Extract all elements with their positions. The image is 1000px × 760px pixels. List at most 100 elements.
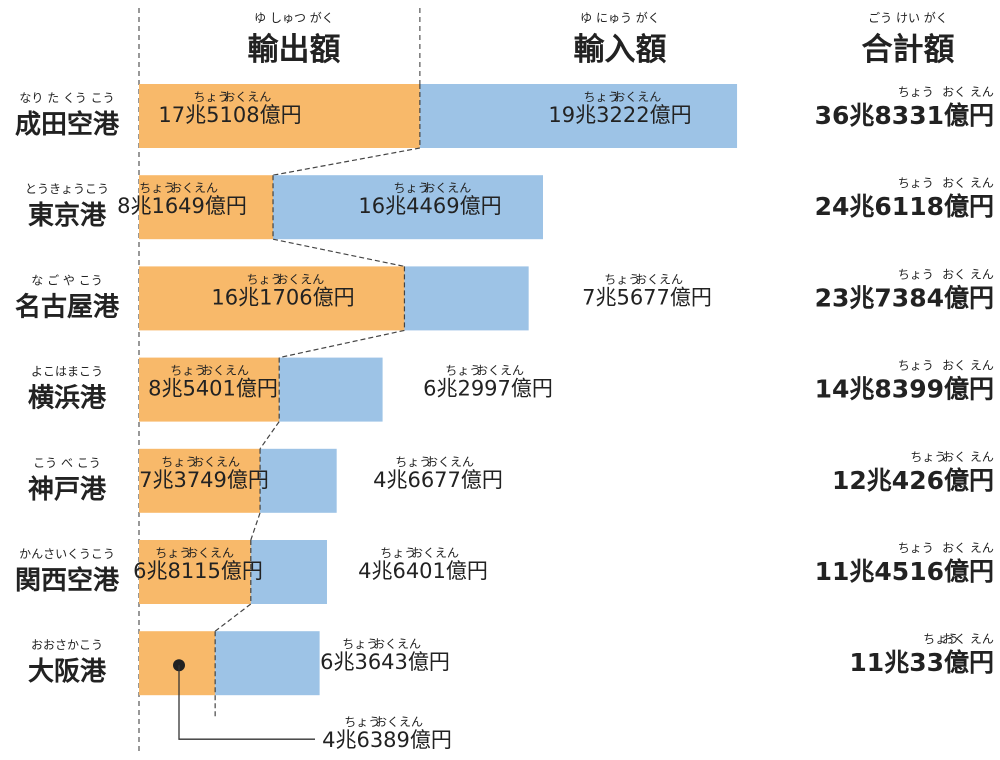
port-name: 名古屋港 (15, 291, 120, 322)
export-value-label-ruby-cho: ちょう (344, 715, 380, 729)
import-value-label: 4兆6401億円 (358, 559, 488, 583)
import-value-label-ruby-cho: ちょう (583, 90, 619, 104)
import-value-label: 19兆3222億円 (548, 103, 691, 127)
export-value-label-ruby-oku: おくえん (186, 546, 234, 560)
import-bar (250, 540, 327, 604)
export-value-label-ruby-oku: おくえん (375, 715, 423, 729)
export-value-label-ruby-cho: ちょう (161, 455, 197, 469)
total-header: 合計額 (862, 32, 955, 68)
import-value-label: 6兆3643億円 (320, 650, 450, 674)
connector-line (259, 421, 280, 450)
export-value-label-ruby-cho: ちょう (170, 364, 206, 378)
total-value: 36兆8331億円 (815, 101, 994, 130)
port-name: 成田空港 (15, 109, 120, 140)
port-name: 関西空港 (15, 565, 120, 596)
export-bar (139, 84, 420, 148)
port-ruby: とうきょうこう (25, 182, 109, 196)
connector-line (250, 512, 261, 541)
import-bar (419, 84, 738, 148)
connector-line (272, 147, 420, 176)
connector-line (279, 329, 405, 359)
import-value-label-ruby-cho: ちょう (445, 364, 481, 378)
total-ruby-cho: ちょう (898, 541, 934, 555)
import-bar (404, 266, 529, 331)
total-value: 14兆8399億円 (815, 375, 994, 404)
export-value-label: 16兆1706億円 (211, 285, 354, 309)
export-header-ruby: ゆ しゅつ がく (254, 10, 334, 25)
export-bar (139, 175, 274, 240)
port-ruby: こう べ こう (33, 456, 101, 470)
port-name: 大阪港 (28, 657, 107, 687)
total-ruby-oku: おく えん (942, 359, 994, 373)
import-value-label: 4兆6677億円 (373, 468, 503, 492)
import-header-ruby: ゆ にゅう がく (580, 10, 660, 25)
import-value-label-ruby-cho: ちょう (395, 455, 431, 469)
total-ruby-cho: ちょう (910, 450, 946, 464)
import-value-label-ruby-oku: おくえん (373, 637, 421, 651)
port-name: 横浜港 (28, 384, 107, 414)
port-ruby: な ご や こう (31, 272, 102, 287)
export-value-label-ruby-cho: ちょう (246, 272, 282, 286)
import-value-label-ruby-oku: おくえん (411, 546, 459, 560)
import-value-label-ruby-oku: おくえん (635, 272, 683, 286)
total-ruby-cho: ちょう (898, 85, 934, 99)
export-bar (139, 266, 405, 331)
total-value: 23兆7384億円 (815, 283, 994, 312)
import-value-label: 7兆5677億円 (582, 285, 712, 309)
total-ruby-cho: ちょう (898, 176, 934, 190)
import-value-label: 16兆4469億円 (358, 194, 501, 218)
connector-line (214, 603, 252, 632)
leader-line (178, 665, 315, 740)
export-value-label-ruby-oku: おくえん (201, 364, 249, 378)
export-value-label-ruby-oku: おくえん (170, 181, 218, 195)
total-value: 24兆6118億円 (815, 192, 994, 221)
total-ruby-oku: おく えん (942, 267, 994, 281)
export-value-label-ruby-oku: おくえん (276, 272, 324, 286)
import-bar (215, 631, 320, 696)
import-value-label-ruby-cho: ちょう (604, 272, 640, 286)
import-value-label-ruby-oku: おくえん (426, 455, 474, 469)
export-header: 輸出額 (248, 32, 341, 68)
import-value-label-ruby-cho: ちょう (342, 637, 378, 651)
chart-rows: なり た くう こう成田空港ちょうおくえん17兆5108億円ちょうおくえん19兆… (15, 84, 994, 752)
export-value-label: 4兆6389億円 (322, 728, 452, 752)
export-bar (139, 540, 251, 604)
export-value-label-ruby-cho: ちょう (139, 181, 175, 195)
total-ruby-cho: ちょう (898, 267, 934, 281)
export-value-label: 6兆8115億円 (133, 559, 263, 583)
total-header-ruby: ごう けい がく (868, 10, 948, 25)
export-value-label: 17兆5108億円 (158, 103, 301, 127)
import-value-label: 6兆2997億円 (423, 377, 553, 401)
connector-line (272, 238, 405, 267)
total-value: 11兆4516億円 (815, 557, 994, 586)
total-ruby-oku: おく えん (942, 450, 994, 464)
import-value-label-ruby-cho: ちょう (380, 546, 416, 560)
export-value-label: 8兆5401億円 (148, 377, 278, 401)
row-3: な ご や こう名古屋港ちょうおくえん16兆1706億円ちょうおくえん7兆567… (15, 266, 994, 359)
row-7: おおさかこう大阪港ちょうおくえん4兆6389億円ちょうおくえん6兆3643億円ち… (28, 631, 994, 752)
import-value-label-ruby-oku: おくえん (476, 364, 524, 378)
port-ruby: よこはまこう (31, 365, 103, 379)
total-ruby-oku: おく えん (942, 85, 994, 99)
total-ruby-oku: おく えん (942, 176, 994, 190)
row-4: よこはまこう横浜港ちょうおくえん8兆5401億円ちょうおくえん6兆2997億円ち… (28, 357, 994, 450)
import-bar (260, 448, 337, 513)
total-ruby-cho: ちょう (898, 359, 934, 373)
row-5: こう べ こう神戸港ちょうおくえん7兆3749億円ちょうおくえん4兆6677億円… (28, 448, 994, 541)
port-ruby: おおさかこう (31, 638, 103, 652)
export-bar (139, 357, 280, 422)
total-ruby-oku: おく えん (942, 632, 994, 646)
import-value-label-ruby-oku: おくえん (613, 90, 661, 104)
import-header: 輸入額 (574, 32, 667, 68)
total-ruby-oku: おく えん (942, 541, 994, 555)
row-6: かんさいくうこう関西空港ちょうおくえん6兆8115億円ちょうおくえん4兆6401… (15, 540, 994, 632)
port-name: 神戸港 (28, 475, 107, 505)
export-value-label-ruby-cho: ちょう (193, 90, 229, 104)
row-1: なり た くう こう成田空港ちょうおくえん17兆5108億円ちょうおくえん19兆… (15, 84, 994, 176)
import-bar (273, 175, 544, 240)
total-ruby-cho: ちょう (923, 632, 959, 646)
export-value-label-ruby-cho: ちょう (155, 546, 191, 560)
port-ruby: かんさいくうこう (19, 547, 115, 561)
